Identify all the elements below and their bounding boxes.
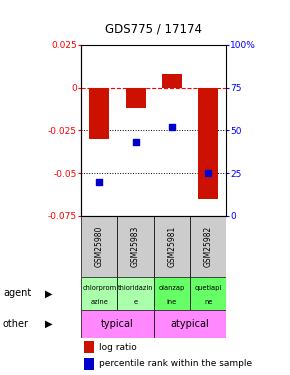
Bar	[190, 277, 226, 310]
Text: ▶: ▶	[45, 319, 52, 329]
Bar	[81, 310, 154, 338]
Point	[206, 170, 210, 176]
Text: azine: azine	[90, 299, 108, 305]
Text: e: e	[133, 299, 138, 305]
Bar	[81, 277, 117, 310]
Point	[97, 178, 102, 184]
Text: GSM25982: GSM25982	[204, 226, 213, 267]
Text: GDS775 / 17174: GDS775 / 17174	[105, 22, 202, 36]
Bar	[84, 358, 94, 370]
Bar	[117, 216, 154, 277]
Text: GSM25980: GSM25980	[95, 225, 104, 267]
Text: ne: ne	[204, 299, 212, 305]
Bar	[89, 88, 109, 139]
Text: atypical: atypical	[171, 319, 209, 329]
Bar	[117, 277, 154, 310]
Bar	[154, 216, 190, 277]
Bar	[190, 216, 226, 277]
Bar	[154, 310, 226, 338]
Point	[169, 124, 174, 130]
Text: log ratio: log ratio	[99, 343, 136, 352]
Text: percentile rank within the sample: percentile rank within the sample	[99, 359, 252, 368]
Bar	[154, 277, 190, 310]
Text: agent: agent	[3, 288, 31, 298]
Bar	[198, 88, 218, 199]
Bar	[84, 341, 94, 353]
Text: ine: ine	[167, 299, 177, 305]
Text: GSM25981: GSM25981	[167, 226, 176, 267]
Text: GSM25983: GSM25983	[131, 225, 140, 267]
Bar	[126, 88, 146, 108]
Text: thioridazin: thioridazin	[118, 285, 153, 291]
Bar	[81, 216, 117, 277]
Text: typical: typical	[101, 319, 134, 329]
Text: olanzap: olanzap	[159, 285, 185, 291]
Text: chlorprom: chlorprom	[82, 285, 116, 291]
Text: quetiapi: quetiapi	[195, 285, 222, 291]
Bar	[162, 74, 182, 88]
Text: other: other	[3, 319, 29, 329]
Text: ▶: ▶	[45, 288, 52, 298]
Point	[133, 140, 138, 146]
